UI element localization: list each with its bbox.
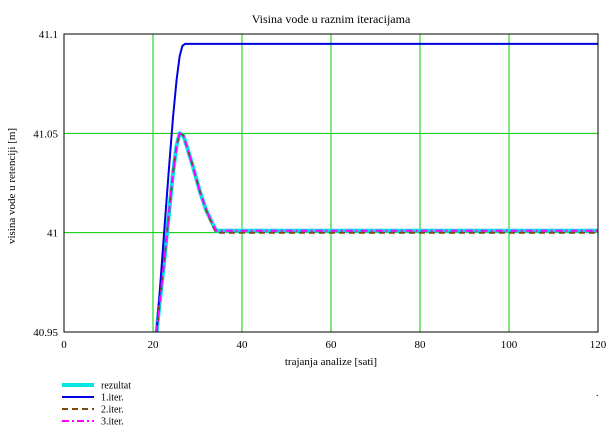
chart-title: Visina vode u raznim iteracijama xyxy=(252,12,411,26)
legend-label: rezultat xyxy=(101,381,131,392)
x-tick-label: 80 xyxy=(415,339,427,351)
x-tick-labels: 0 20 40 60 80 100 120 xyxy=(61,339,607,351)
legend-label: 1.iter. xyxy=(101,393,124,404)
legend-label: 2.iter. xyxy=(101,405,124,416)
y-axis-title: visina vode u retenciji [m] xyxy=(6,128,18,244)
grid xyxy=(63,33,599,333)
y-tick-labels: 40.95 41 41.05 41.1 xyxy=(33,29,58,339)
x-axis-title: trajanja analize [sati] xyxy=(285,356,377,368)
y-tick-label: 41.1 xyxy=(39,29,58,41)
y-tick-label: 41.05 xyxy=(33,128,58,140)
y-tick-label: 40.95 xyxy=(33,327,58,339)
x-tick-label: 120 xyxy=(590,339,607,351)
corner-dot: . xyxy=(596,388,599,399)
series-line-3 xyxy=(155,132,598,333)
x-tick-label: 0 xyxy=(61,339,67,351)
plot-frame xyxy=(63,33,599,333)
x-tick-label: 60 xyxy=(326,339,338,351)
y-tick-label: 41 xyxy=(47,228,58,240)
x-tick-label: 20 xyxy=(148,339,160,351)
plot-lines xyxy=(154,42,598,333)
x-tick-label: 40 xyxy=(237,339,249,351)
legend-label: 3.iter. xyxy=(101,417,124,428)
series-line-4 xyxy=(155,132,598,333)
series-line-2 xyxy=(155,42,598,333)
x-tick-label: 100 xyxy=(501,339,518,351)
